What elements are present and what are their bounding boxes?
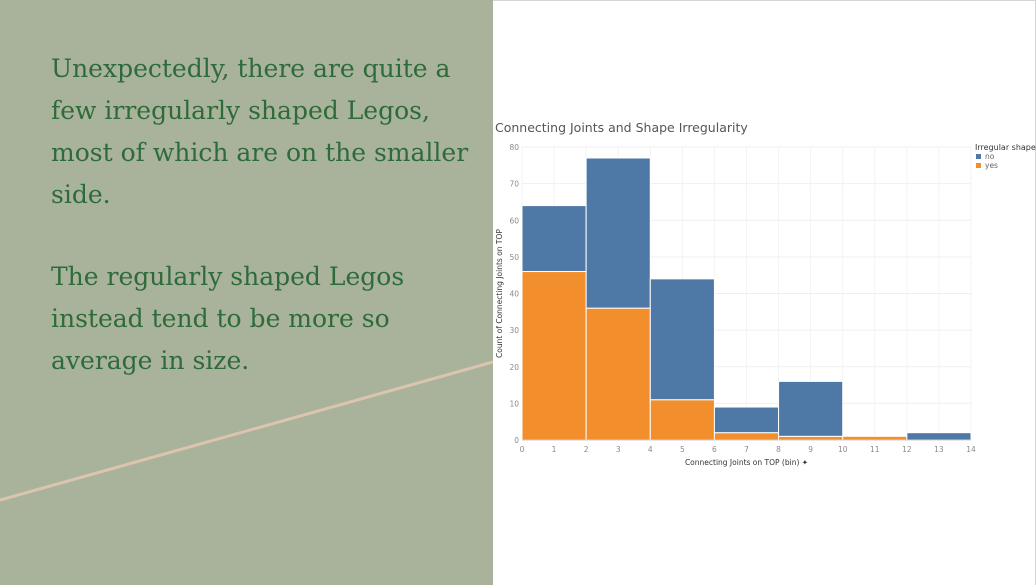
legend-label-yes: yes [985,161,998,170]
x-tick-label: 12 [902,445,912,454]
x-tick-label: 8 [776,445,781,454]
x-tick-label: 2 [584,445,589,454]
insight-paragraph-1: Unexpectedly, there are quite a few irre… [51,54,469,209]
x-axis-ticks: 0 1 2 3 4 5 6 7 8 9 10 11 12 13 14 [520,445,976,454]
y-tick-label: 50 [509,253,519,262]
chart-title: Connecting Joints and Shape Irregularity [495,120,748,135]
x-tick-label: 14 [966,445,976,454]
bar-yes-bin-4-6[interactable] [649,399,715,441]
x-tick-label: 13 [934,445,944,454]
bar-no-bin-8-10[interactable] [778,380,844,437]
y-tick-label: 10 [509,399,519,408]
x-tick-label: 9 [808,445,813,454]
y-tick-label: 20 [509,363,519,372]
text-panel: Unexpectedly, there are quite a few irre… [0,0,493,585]
frame-border-top [493,0,1036,1]
bar-no-bin-12-14[interactable] [906,432,972,441]
bar-yes-bin-8-10[interactable] [778,435,844,441]
bar-no-bin-2-4[interactable] [585,157,651,309]
x-tick-label: 1 [552,445,557,454]
x-tick-label: 10 [838,445,848,454]
x-tick-label: 5 [680,445,685,454]
x-tick-label: 11 [870,445,880,454]
y-axis-label: Count of Connecting Joints on TOP [495,229,504,358]
pin-icon[interactable]: ✦ [802,458,808,467]
accent-line [0,360,493,502]
y-tick-label: 60 [509,216,519,225]
bar-yes-bin-6-8[interactable] [713,432,780,441]
bar-yes-bin-2-4[interactable] [585,307,651,441]
x-tick-label: 0 [520,445,525,454]
legend-title: Irregular shape [975,143,1036,152]
x-tick-label: 6 [712,445,717,454]
y-axis-ticks: 0 10 20 30 40 50 60 70 80 [509,143,519,445]
bar-no-bin-0-2[interactable] [521,205,587,273]
y-tick-label: 30 [509,326,519,335]
x-axis-label-text: Connecting Joints on TOP (bin) [685,458,800,467]
y-tick-label: 40 [509,290,519,299]
insight-paragraph-2: The regularly shaped Legos instead tend … [51,262,405,375]
bar-yes-bin-0-2[interactable] [521,271,587,441]
y-tick-label: 80 [509,143,519,152]
histogram-chart: Connecting Joints and Shape Irregularity… [495,120,1036,467]
x-axis-label: Connecting Joints on TOP (bin) ✦ [685,458,808,467]
x-tick-label: 7 [744,445,749,454]
legend-label-no: no [985,152,995,161]
bar-yes-bin-10-12[interactable] [842,435,908,441]
decorative-diagonal-line [0,360,493,502]
bar-no-bin-6-8[interactable] [713,406,780,434]
y-tick-label: 0 [514,436,519,445]
legend-swatch-no [976,154,981,159]
legend-swatch-yes [976,163,981,168]
bar-no-bin-4-6[interactable] [649,278,715,401]
bars [521,157,972,441]
x-tick-label: 4 [648,445,653,454]
x-tick-label: 3 [616,445,621,454]
y-tick-label: 70 [509,180,519,189]
